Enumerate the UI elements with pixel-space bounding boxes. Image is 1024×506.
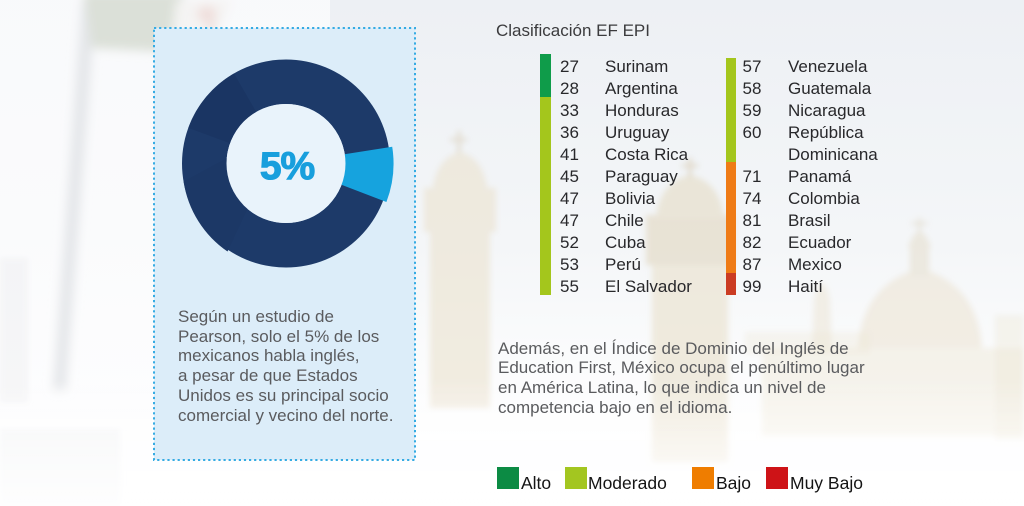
svg-text:5%: 5% [260,145,315,188]
